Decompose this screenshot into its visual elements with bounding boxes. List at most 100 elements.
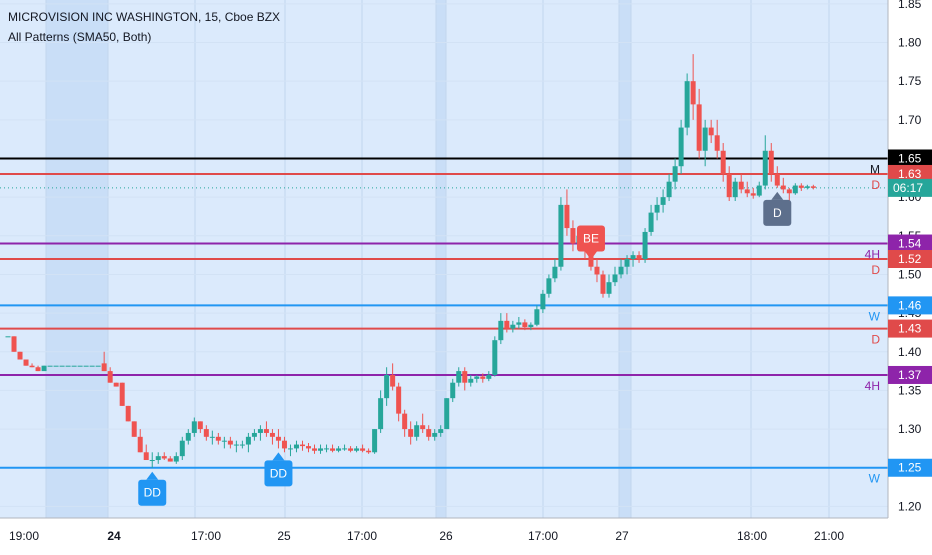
candle-body [684,81,690,128]
candle-body [750,193,756,196]
candle-body [702,127,708,151]
candle-body [143,452,149,461]
candle-body [426,429,432,437]
candle-body [372,429,378,453]
candle-body [384,374,390,399]
level-price-label: 1.65 [898,151,922,165]
candle-body [227,440,233,445]
pattern-pointer [584,251,597,260]
candle-body [360,448,366,451]
y-tick-label: 1.75 [898,74,922,88]
x-tick-label: 17:00 [191,529,221,543]
candle-body [53,365,59,367]
candle-body [792,185,798,194]
candle-body [306,446,311,449]
candle-body [492,340,498,375]
candle-body [101,363,107,372]
candle-body [594,266,600,275]
candle-body [642,231,648,259]
candle-body [486,374,492,379]
candle-body [366,450,372,453]
pattern-badge [763,199,792,226]
candle-body [59,365,65,367]
candle-body [324,448,330,450]
candle-body [432,432,438,437]
candle-body [762,150,768,186]
candle-body [672,166,678,182]
candle-body [173,456,179,462]
candle-body [83,365,89,367]
level-price-label: 1.37 [898,368,922,382]
candle-body [293,444,299,449]
candle-body [342,448,348,450]
candle-body [408,429,414,437]
candle-body [534,309,540,325]
candle-body [600,274,606,294]
level-tag: 4H [865,379,880,393]
level-price-badge [888,149,932,168]
level-tag: 4H [865,248,880,262]
candle-body [125,405,131,422]
pattern-pointer [146,471,159,480]
candle-body [690,81,696,105]
x-tick-label: 18:00 [737,529,767,543]
candle-body [510,324,516,329]
candle-body [654,204,660,213]
candle-body [414,425,420,437]
pattern-label: DD [144,486,162,500]
candle-body [239,444,245,446]
y-tick-label: 1.20 [898,499,922,513]
y-tick-label: 1.40 [898,345,922,359]
candle-body [65,365,71,367]
candle-body [558,204,564,267]
candle-body [155,456,161,461]
candle-body [756,185,762,196]
level-price-badge [888,250,932,268]
candle-body [498,320,504,341]
candle-body [318,448,324,451]
level-price-badge [888,296,932,315]
pattern-pointer [272,452,285,461]
y-tick-label: 1.85 [898,0,922,11]
pattern-label: BE [583,232,599,246]
candle-body [215,436,221,441]
candle-body [348,448,354,451]
level-price-label: 1.25 [898,461,922,475]
candle-body [516,322,522,325]
candle-body [137,436,143,453]
x-tick-label: 24 [107,529,121,543]
candle-body [161,456,167,459]
candle-body [41,365,47,372]
candle-body [179,440,185,457]
candle-body [113,382,119,387]
candle-body [660,197,666,205]
time-axis [0,518,888,550]
candle-body [185,432,191,441]
pattern-badge [264,460,293,487]
pattern-badge [138,479,167,506]
candle-body [804,186,810,188]
candle-body [474,376,480,379]
y-tick-label: 1.50 [898,267,922,281]
level-tag: W [869,309,881,323]
candle-body [708,127,714,136]
candle-body [336,448,342,451]
candle-body [71,365,77,367]
level-tag: W [869,472,881,486]
candle-body [648,212,654,232]
candle-body [11,336,17,352]
candle-body [107,371,113,383]
level-tag: D [871,333,880,347]
y-tick-label: 1.30 [898,422,922,436]
candle-body [420,425,426,430]
candle-body [354,448,360,451]
pattern-label: D [773,206,782,220]
candle-body [95,365,101,367]
candle-body [233,444,239,446]
candle-body [191,421,197,433]
candle-body [726,173,732,198]
level-price-badge [888,458,932,477]
candle-body [468,378,474,383]
